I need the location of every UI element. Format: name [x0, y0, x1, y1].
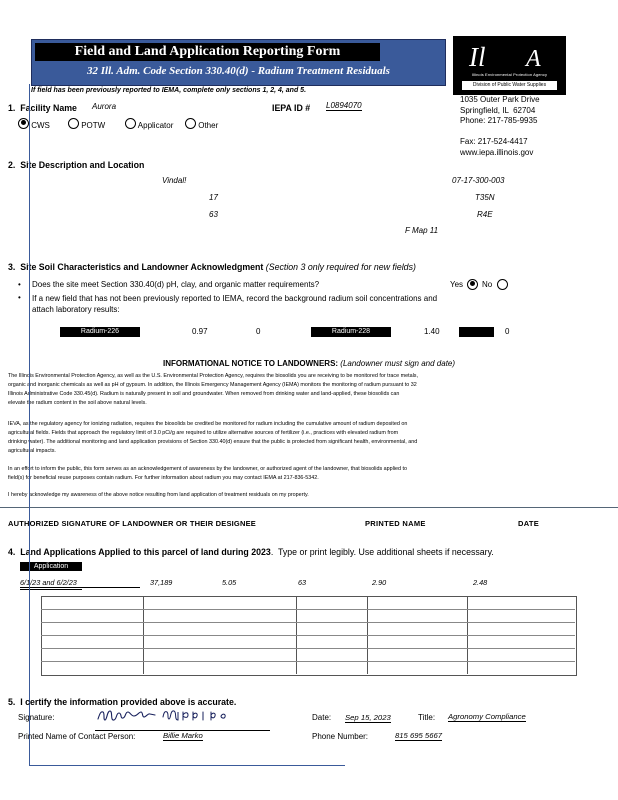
- svg-text:Il: Il: [468, 42, 486, 72]
- svg-text:A: A: [524, 46, 541, 72]
